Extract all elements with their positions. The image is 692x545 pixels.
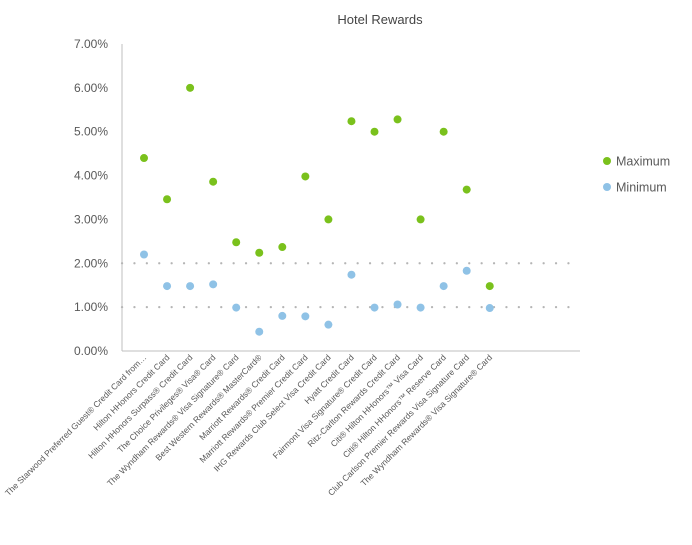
point-maximum xyxy=(485,282,494,291)
point-minimum xyxy=(255,327,264,336)
y-tick-label: 7.00% xyxy=(74,37,108,51)
point-minimum xyxy=(232,303,241,312)
x-axis-ticks: The Starwood Preferred Guest® Credit Car… xyxy=(3,352,494,498)
point-minimum xyxy=(163,282,172,291)
point-maximum xyxy=(416,215,425,224)
legend: Maximum Minimum xyxy=(603,155,670,195)
point-maximum xyxy=(186,83,195,92)
point-maximum xyxy=(393,115,402,124)
point-minimum xyxy=(324,320,333,329)
legend-marker xyxy=(603,183,611,191)
point-minimum xyxy=(370,303,379,312)
y-tick-label: 5.00% xyxy=(74,125,108,139)
y-tick-label: 0.00% xyxy=(74,344,108,358)
point-maximum xyxy=(163,195,172,204)
point-minimum xyxy=(485,304,494,313)
chart-title: Hotel Rewards xyxy=(337,12,423,27)
point-maximum xyxy=(278,243,287,252)
point-maximum xyxy=(140,154,148,163)
point-maximum xyxy=(232,238,241,247)
legend-label: Maximum xyxy=(616,155,670,169)
point-minimum xyxy=(393,300,402,309)
point-maximum xyxy=(255,248,264,257)
point-maximum xyxy=(324,215,333,224)
data-points xyxy=(140,83,494,336)
y-tick-label: 3.00% xyxy=(74,212,108,226)
point-minimum xyxy=(278,311,287,320)
y-tick-label: 2.00% xyxy=(74,256,108,270)
point-minimum xyxy=(301,312,310,321)
point-minimum xyxy=(209,280,218,289)
point-minimum xyxy=(140,250,148,259)
point-maximum xyxy=(301,172,310,181)
point-minimum xyxy=(462,266,471,275)
point-minimum xyxy=(347,270,356,279)
point-minimum xyxy=(439,282,448,291)
point-minimum xyxy=(186,282,195,291)
point-maximum xyxy=(462,185,471,194)
point-maximum xyxy=(439,127,448,136)
point-minimum xyxy=(416,303,425,312)
y-tick-label: 1.00% xyxy=(74,300,108,314)
point-maximum xyxy=(370,127,379,136)
legend-label: Minimum xyxy=(616,181,667,195)
point-maximum xyxy=(347,117,356,126)
y-tick-label: 6.00% xyxy=(74,81,108,95)
legend-marker xyxy=(603,157,611,165)
point-maximum xyxy=(209,177,218,186)
y-axis-ticks: 0.00% 1.00% 2.00% 3.00% 4.00% 5.00% 6.00% 7.00% xyxy=(74,37,108,358)
y-tick-label: 4.00% xyxy=(74,169,108,183)
